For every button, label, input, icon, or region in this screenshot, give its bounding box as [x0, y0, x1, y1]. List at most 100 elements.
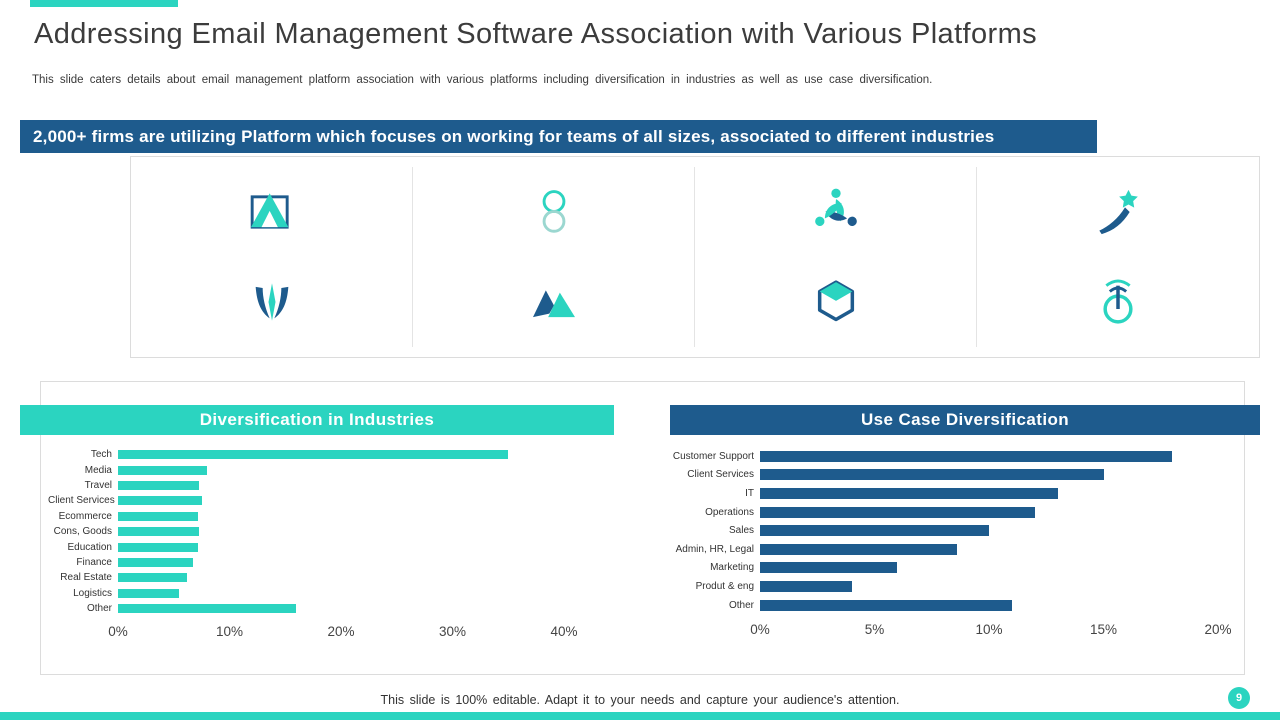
chart-row: Other: [663, 596, 1218, 615]
top-accent-bar: [30, 0, 178, 7]
logo-cell: [413, 257, 695, 347]
chart-axis: 0% 5% 10% 15% 20%: [750, 622, 1231, 642]
bar-track: [760, 503, 1218, 522]
bar-track: [760, 521, 1218, 540]
bar: [760, 450, 1173, 462]
category-label: Marketing: [710, 562, 754, 574]
bar: [118, 496, 202, 506]
bar-track: [118, 586, 564, 601]
bar: [760, 599, 1012, 611]
bar: [760, 506, 1035, 518]
axis-tick: 20%: [327, 624, 355, 640]
chart-row: Media: [48, 462, 564, 477]
bar-track: [118, 509, 564, 524]
chart-axis: 0% 10% 20% 30% 40%: [108, 624, 577, 644]
bar-track: [760, 577, 1218, 596]
hexagon-box-logo: [817, 280, 854, 322]
wing-flame-logo: [255, 283, 288, 321]
star-person-logo: [1099, 189, 1138, 235]
category-label: Ecommerce: [58, 510, 112, 522]
bar-track: [118, 447, 564, 462]
people-swirl-logo: [814, 188, 857, 226]
industries-chart-title: Diversification in Industries: [20, 405, 614, 435]
chart-row: Ecommerce: [48, 509, 564, 524]
chart-row: Logistics: [48, 586, 564, 601]
triangle-square-logo: [250, 193, 289, 229]
bar-track: [118, 493, 564, 508]
category-label: Tech: [90, 449, 112, 461]
category-label: Media: [84, 464, 112, 476]
bar-track: [760, 559, 1218, 578]
chart-row: Education: [48, 539, 564, 554]
logo-cell: [695, 167, 977, 257]
bar: [118, 588, 180, 598]
axis-tick: 20%: [1204, 622, 1232, 638]
axis-tick: 0%: [108, 624, 128, 640]
chart-row: Travel: [48, 478, 564, 493]
chart-row: Operations: [663, 503, 1218, 522]
logo-cell: [977, 167, 1259, 257]
bar: [118, 480, 200, 490]
bar: [118, 604, 297, 614]
chart-row: Cons, Goods: [48, 524, 564, 539]
figure-eight-logo: [542, 190, 565, 233]
category-label: Real Estate: [60, 572, 112, 584]
page-number-badge: 9: [1228, 687, 1250, 709]
page-title: Addressing Email Management Software Ass…: [34, 18, 1038, 50]
chart-row: Produt & eng: [663, 577, 1218, 596]
category-label: Operations: [705, 506, 754, 518]
bar-track: [118, 570, 564, 585]
bar: [118, 573, 188, 583]
logo-cell: [131, 257, 413, 347]
axis-tick: 10%: [975, 622, 1003, 638]
chart-row: Client Services: [663, 466, 1218, 485]
chart-row: Marketing: [663, 559, 1218, 578]
bar: [760, 543, 957, 555]
bar-track: [760, 466, 1218, 485]
bar: [760, 525, 989, 537]
bar: [118, 450, 509, 460]
category-label: Client Services: [687, 469, 754, 481]
headline-banner: 2,000+ firms are utilizing Platform whic…: [20, 120, 1097, 153]
use-case-chart-title: Use Case Diversification: [670, 405, 1260, 435]
bar-track: [760, 540, 1218, 559]
chart-row: Other: [48, 601, 564, 616]
bar-track: [118, 539, 564, 554]
bar: [118, 527, 200, 537]
axis-tick: 15%: [1089, 622, 1118, 638]
industries-bar-chart: Tech Media Travel Client Services Ecommerce C…: [48, 447, 578, 644]
bar: [118, 465, 208, 475]
logo-cell: [695, 257, 977, 347]
page-subtitle: This slide caters details about email ma…: [32, 74, 933, 86]
bar: [118, 511, 199, 521]
bar: [118, 557, 193, 567]
axis-tick: 10%: [215, 624, 244, 640]
chart-rows: Tech Media Travel Client Services Ecommerce C…: [48, 447, 564, 616]
bar-track: [118, 478, 564, 493]
category-label: IT: [745, 487, 754, 499]
bar-track: [760, 596, 1218, 615]
bottom-accent-bar: [0, 712, 1280, 720]
category-label: Sales: [728, 525, 754, 537]
use-case-bar-chart: Customer Support Client Services IT Operati…: [663, 447, 1232, 642]
category-label: Travel: [84, 479, 112, 491]
bar: [760, 487, 1058, 499]
logo-cell: [413, 167, 695, 257]
footer-note: This slide is 100% editable. Adapt it to…: [380, 693, 900, 707]
bar-track: [118, 524, 564, 539]
bar: [760, 562, 898, 574]
category-label: Other: [728, 599, 754, 611]
axis-tick: 40%: [550, 624, 578, 640]
logo-cell: [977, 257, 1259, 347]
category-label: Finance: [76, 556, 112, 568]
category-label: Client Services: [48, 495, 115, 507]
bar-track: [118, 462, 564, 477]
chart-row: Customer Support: [663, 447, 1218, 466]
chart-rows: Customer Support Client Services IT Operati…: [663, 447, 1218, 614]
axis-tick: 5%: [864, 622, 885, 638]
chart-row: Finance: [48, 555, 564, 570]
category-label: Admin, HR, Legal: [675, 543, 754, 555]
category-label: Logistics: [73, 587, 112, 599]
chart-row: IT: [663, 484, 1218, 503]
